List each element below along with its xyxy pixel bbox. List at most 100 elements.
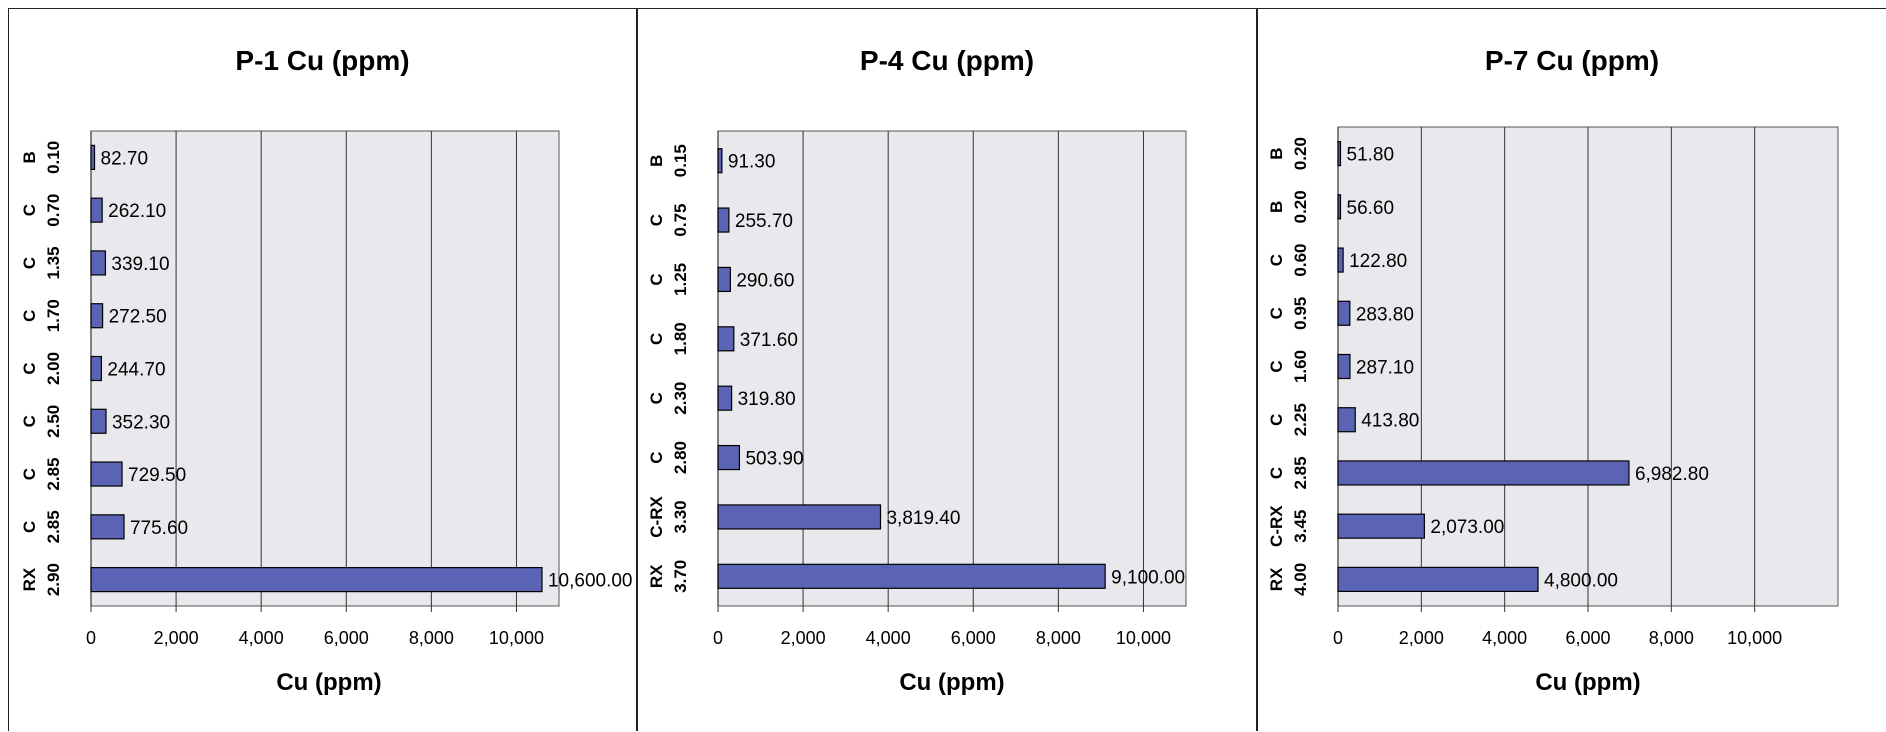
x-tick-label: 2,000	[781, 628, 826, 648]
bar	[717, 563, 1106, 589]
bar	[717, 148, 723, 174]
category-depth-label: 0.10	[44, 141, 63, 174]
category-depth-label: 0.20	[1291, 137, 1310, 170]
category-type-label: C	[1267, 414, 1286, 426]
category-type-label: C	[20, 468, 39, 480]
bar	[1337, 194, 1342, 220]
category-type-label: C	[647, 392, 666, 404]
x-tick-label: 10,000	[1116, 628, 1171, 648]
bar	[717, 504, 882, 530]
value-label: 122.80	[1349, 251, 1407, 272]
category-depth-label: 2.25	[1291, 403, 1310, 436]
value-label: 775.60	[130, 518, 188, 539]
bar	[717, 385, 733, 411]
bar	[1337, 513, 1425, 539]
bar	[1337, 300, 1351, 326]
bar	[90, 197, 103, 223]
value-label: 290.60	[736, 270, 794, 291]
bar	[90, 461, 123, 487]
category-depth-label: 2.80	[671, 441, 690, 474]
category-depth-label: 2.85	[1291, 456, 1310, 489]
value-label: 729.50	[128, 465, 186, 486]
category-depth-label: 4.00	[1291, 563, 1310, 596]
plot-area	[90, 130, 560, 607]
value-label: 244.70	[107, 360, 165, 381]
chart-title: P-1 Cu (ppm)	[235, 45, 410, 76]
bar	[90, 567, 543, 593]
chart-title: P-4 Cu (ppm)	[859, 45, 1035, 76]
bar	[90, 250, 107, 276]
category-type-label: B	[1267, 147, 1286, 159]
value-label: 272.50	[109, 307, 167, 328]
value-label: 319.80	[738, 389, 796, 410]
value-label: 3,819.40	[886, 508, 960, 529]
x-tick-label: 10,000	[1727, 628, 1782, 648]
x-tick-label: 2,000	[154, 628, 199, 648]
category-depth-label: 3.70	[671, 560, 690, 593]
category-type-label: C	[20, 415, 39, 427]
bar	[90, 514, 125, 540]
value-label: 283.80	[1356, 304, 1414, 325]
category-type-label: C	[20, 310, 39, 322]
category-type-label: B	[647, 155, 666, 167]
category-type-label: C	[647, 451, 666, 463]
x-tick-label: 4,000	[866, 628, 911, 648]
category-depth-label: 0.20	[1291, 190, 1310, 223]
bar	[1337, 141, 1342, 167]
bar	[90, 144, 96, 170]
chart-title: P-7 Cu (ppm)	[1484, 45, 1660, 76]
category-depth-label: 3.30	[671, 500, 690, 533]
category-type-label: C	[1267, 254, 1286, 266]
category-depth-label: 2.90	[44, 563, 63, 596]
value-label: 371.60	[740, 330, 798, 351]
category-type-label: C	[20, 521, 39, 533]
category-depth-label: 2.85	[44, 458, 63, 491]
category-depth-label: 2.00	[44, 352, 63, 385]
category-depth-label: 1.60	[1291, 350, 1310, 383]
category-depth-label: 1.80	[671, 322, 690, 355]
value-label: 2,073.00	[1430, 517, 1504, 538]
bar	[1337, 460, 1630, 486]
x-tick-label: 4,000	[1482, 628, 1527, 648]
x-axis-title: Cu (ppm)	[1535, 669, 1641, 696]
category-type-label: C	[20, 257, 39, 269]
x-axis-title: Cu (ppm)	[276, 669, 382, 696]
x-tick-label: 6,000	[1565, 628, 1610, 648]
bar-chart-p4: 0 2,000 4,000 6,000 8,000 10,000 91.30 B 0.15 255…	[647, 130, 1187, 648]
bar	[717, 266, 731, 293]
plot-area	[717, 130, 1187, 607]
category-type-label: C	[20, 362, 39, 374]
value-label: 10,600.00	[548, 571, 633, 592]
category-type-label: C	[647, 273, 666, 285]
category-type-label: C	[20, 204, 39, 216]
category-depth-label: 0.60	[1291, 244, 1310, 277]
category-type-label: C	[1267, 467, 1286, 479]
bar-chart-p7: 0 2,000 4,000 6,000 8,000 10,000 51.80 B 0.20 56.…	[1267, 126, 1839, 648]
x-tick-label: 8,000	[409, 628, 454, 648]
x-tick-label: 6,000	[951, 628, 996, 648]
value-label: 51.80	[1347, 145, 1395, 166]
category-type-label: B	[20, 151, 39, 163]
value-label: 503.90	[745, 449, 803, 470]
x-tick-label: 0	[86, 628, 96, 648]
value-label: 56.60	[1347, 198, 1395, 219]
x-tick-label: 8,000	[1036, 628, 1081, 648]
value-label: 339.10	[111, 254, 169, 275]
x-tick-label: 2,000	[1399, 628, 1444, 648]
x-tick-label: 4,000	[239, 628, 284, 648]
x-tick-label: 0	[713, 628, 723, 648]
bar	[1337, 247, 1344, 273]
category-type-label: C	[1267, 307, 1286, 319]
bar	[717, 444, 741, 471]
category-type-label: RX	[647, 564, 666, 588]
category-depth-label: 0.95	[1291, 297, 1310, 330]
x-tick-label: 6,000	[324, 628, 369, 648]
x-tick-label: 10,000	[489, 628, 544, 648]
x-tick-label: 8,000	[1649, 628, 1694, 648]
value-label: 4,800.00	[1544, 570, 1618, 591]
x-axis-title: Cu (ppm)	[899, 669, 1005, 696]
value-label: 352.30	[112, 412, 170, 433]
category-depth-label: 3.45	[1291, 510, 1310, 543]
bar	[717, 207, 730, 233]
bar	[90, 355, 103, 382]
